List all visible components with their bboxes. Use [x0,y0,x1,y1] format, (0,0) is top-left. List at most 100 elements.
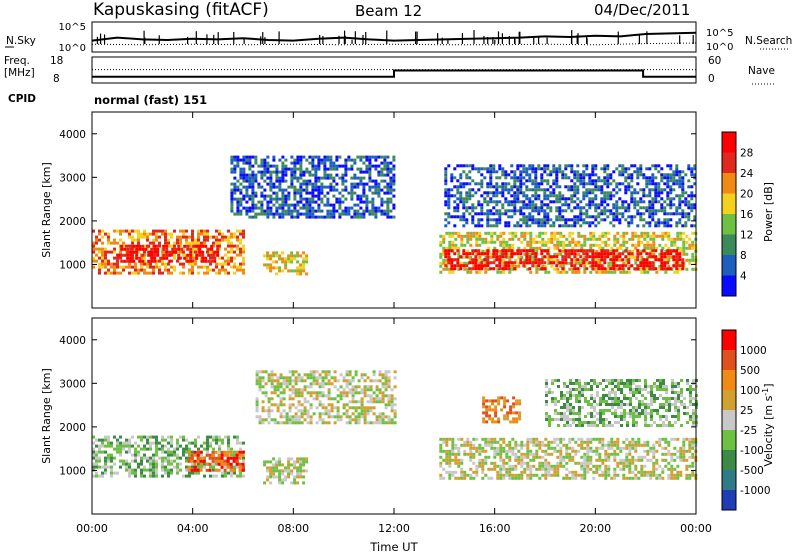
heatmap-cell [598,467,602,471]
heatmap-cell [495,221,499,225]
heatmap-cell [302,257,306,261]
heatmap-cell [555,170,559,174]
colorbar-swatch [722,132,736,153]
heatmap-cell [389,161,393,165]
heatmap-cell [658,267,662,271]
heatmap-cell [507,267,511,271]
heatmap-cell [687,194,691,198]
heatmap-cell [266,469,270,473]
heatmap-cell [439,443,443,447]
freq-left-tick-bottom: 8 [53,73,60,85]
heatmap-cell [266,215,270,219]
heatmap-cell [200,453,203,457]
heatmap-cell [318,412,322,416]
heatmap-cell [582,176,586,180]
heatmap-cell [152,459,155,463]
heatmap-cell [266,194,270,198]
heatmap-cell [351,388,355,392]
heatmap-cell [567,252,571,256]
heatmap-cell [564,203,568,207]
heatmap-cell [664,243,668,247]
heatmap-cell [543,218,547,222]
heatmap-cell [332,215,336,219]
heatmap-cell [469,258,473,262]
heatmap-cell [453,258,457,262]
heatmap-cell [567,249,571,253]
heatmap-cell [442,476,446,480]
heatmap-cell [450,267,454,271]
heatmap-cell [691,231,695,235]
heatmap-cell [574,473,578,477]
heatmap-cell [552,167,556,171]
heatmap-cell [675,164,679,168]
heatmap-cell [351,385,355,389]
heatmap-cell [460,458,464,462]
heatmap-cell [637,240,641,244]
heatmap-cell [588,203,592,207]
heatmap-cell [462,212,466,216]
heatmap-cell [162,253,166,257]
heatmap-cell [239,209,243,213]
heatmap-cell [604,270,608,274]
heatmap-cell [204,256,208,260]
heatmap-cell [606,185,610,189]
heatmap-cell [230,155,234,159]
heatmap-cell [513,252,517,256]
heatmap-cell [444,191,448,195]
heatmap-cell [502,258,506,262]
heatmap-cell [648,188,652,192]
heatmap-cell [499,270,503,274]
heatmap-cell [624,167,628,171]
heatmap-cell [206,438,209,442]
heatmap-cell [368,209,372,213]
heatmap-cell [245,191,249,195]
heatmap-cell [185,465,188,469]
heatmap-cell [216,253,220,257]
heatmap-cell [191,471,194,475]
heatmap-cell [528,206,532,210]
power-colorbar-label: Power [dB] [762,182,775,242]
heatmap-cell [309,406,313,410]
heatmap-cell [489,182,493,186]
heatmap-cell [380,209,384,213]
heatmap-cell [386,206,390,210]
heatmap-cell [239,229,242,233]
heatmap-cell [261,370,265,374]
heatmap-cell [663,200,667,204]
heatmap-cell [155,444,158,448]
heatmap-cell [158,244,161,248]
heatmap-cell [275,185,279,189]
heatmap-cell [272,203,276,207]
heatmap-cell [294,370,298,374]
heatmap-cell [442,252,446,256]
heatmap-cell [365,209,369,213]
heatmap-cell [315,394,319,398]
heatmap-cell [241,462,245,466]
heatmap-cell [663,252,667,256]
heatmap-cell [657,185,661,189]
heatmap-cell [230,256,233,260]
heatmap-cell [191,262,194,266]
heatmap-cell [137,238,140,242]
heatmap-cell [507,200,511,204]
heatmap-cell [549,200,553,204]
heatmap-cell [486,167,490,171]
heatmap-cell [332,194,336,198]
heatmap-cell [451,234,455,238]
heatmap-cell [504,188,508,192]
heatmap-cell [363,421,367,425]
heatmap-cell [625,258,629,262]
heatmap-cell [218,435,221,439]
heatmap-cell [615,167,619,171]
heatmap-cell [453,176,457,180]
heatmap-cell [480,194,484,198]
heatmap-cell [110,241,113,245]
heatmap-cell [442,261,446,265]
heatmap-cell [206,250,209,254]
heatmap-cell [666,191,670,195]
heatmap-cell [182,247,185,251]
heatmap-cell [564,173,568,177]
heatmap-cell [164,238,167,242]
heatmap-cell [383,167,387,171]
heatmap-cell [194,250,197,254]
